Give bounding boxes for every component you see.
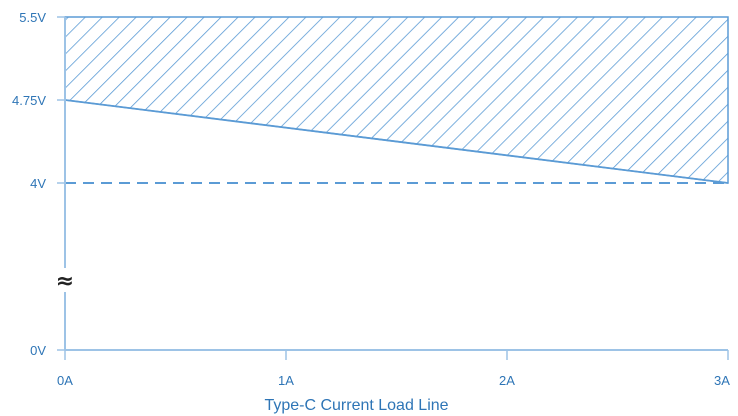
x-tick-label: 3A xyxy=(714,373,730,388)
x-tick-label: 2A xyxy=(499,373,515,388)
x-tick-label: 0A xyxy=(57,373,73,388)
y-tick-label: 0V xyxy=(30,343,46,358)
y-tick-label: 4.75V xyxy=(12,93,46,108)
hatched-region xyxy=(64,16,729,184)
x-tick-label: 1A xyxy=(278,373,294,388)
line-layer xyxy=(64,99,729,184)
load-line xyxy=(64,99,729,184)
axis-break-gap xyxy=(59,268,71,292)
chart-title: Type-C Current Load Line xyxy=(264,397,448,414)
y-tick-label: 4V xyxy=(30,176,46,191)
region-layer xyxy=(64,16,729,184)
axis-break-symbol: ≈ xyxy=(56,269,74,294)
axis-layer xyxy=(57,16,729,360)
label-layer: 0V 4V 4.75V 5.5V 0A 1A 2A 3A ≈ Type-C Current Loa… xyxy=(12,10,730,414)
y-tick-label: 5.5V xyxy=(19,10,46,25)
